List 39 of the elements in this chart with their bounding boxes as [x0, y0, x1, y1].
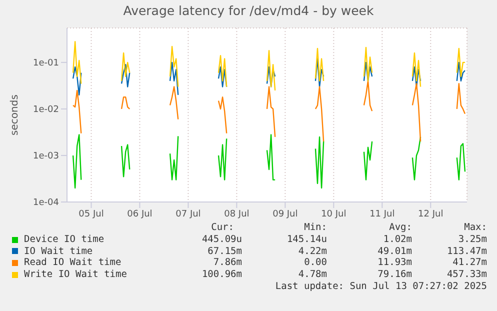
legend-label: Device IO time	[24, 234, 104, 246]
text: 41.27m	[452, 257, 487, 270]
text: Max:	[463, 222, 487, 234]
text: 3.25m	[457, 234, 487, 246]
y-tick-label: 1e-01	[33, 58, 59, 69]
x-tick-label: 06 Jul	[127, 209, 152, 220]
x-tick-label: 08 Jul	[224, 209, 250, 220]
text: 113.47m	[446, 246, 487, 258]
text: 11.93m	[376, 257, 412, 270]
x-tick-label: 09 Jul	[272, 209, 298, 220]
text: 0.00	[303, 257, 327, 270]
y-tick-label: 1e-03	[33, 152, 59, 162]
y-axis-title: seconds	[10, 94, 21, 136]
text: 67.15m	[206, 246, 242, 258]
y-tick-label: 1e-04	[33, 198, 60, 208]
text: Avg:	[388, 222, 412, 234]
text: Cur:	[210, 222, 235, 234]
text: 79.16m	[376, 269, 412, 281]
text: 7.86m	[212, 257, 242, 270]
x-tick-label: 07 Jul	[176, 209, 201, 220]
text: 49.01m	[376, 246, 412, 258]
text: 4.78m	[297, 269, 327, 281]
text: 145.14u	[286, 234, 327, 246]
x-tick-label: 10 Jul	[321, 209, 346, 220]
text: 1.02m	[382, 234, 412, 246]
legend-label: IO Wait time	[24, 246, 93, 258]
legend-label: Write IO Wait time	[24, 269, 127, 281]
x-tick-label: 12 Jul	[418, 209, 444, 220]
text: Min:	[303, 222, 327, 234]
text: 457.33m	[446, 269, 487, 281]
chart-title: Average latency for /dev/md4 - by week	[122, 3, 375, 18]
x-tick-label: 05 Jul	[78, 209, 104, 220]
x-tick-label: 11 Jul	[370, 209, 395, 220]
text: 100.96m	[200, 269, 242, 281]
y-tick-label: 1e-02	[33, 105, 59, 116]
text: 4.22m	[297, 246, 327, 258]
text: 445.09u	[200, 234, 242, 246]
legend-label: Read IO Wait time	[24, 257, 122, 270]
text: Last update: Sun Jul 13 07:27:02 2025	[274, 280, 487, 293]
